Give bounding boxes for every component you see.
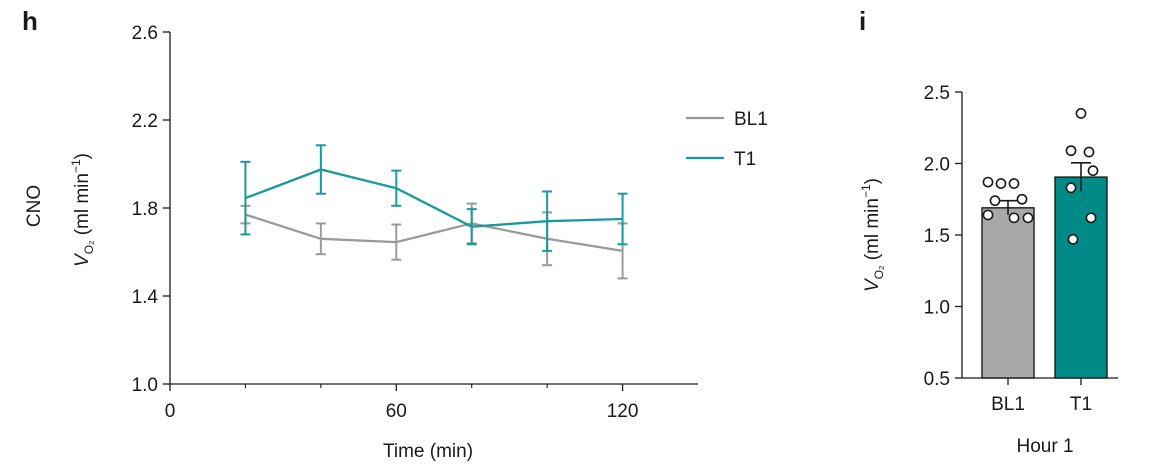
i-y-tick-label: 2.5 xyxy=(924,83,950,104)
i-y-tick-label: 0.5 xyxy=(924,369,950,390)
h-series xyxy=(240,144,628,280)
i-y-ticks: 0.5 1.0 1.5 2.0 2.5 xyxy=(924,83,962,390)
data-point-t1 xyxy=(1085,212,1097,224)
legend-label-bl1: BL1 xyxy=(734,109,768,130)
i-y-axis-label: VO₂ (ml min−1) xyxy=(859,178,886,292)
bar-bl1 xyxy=(981,207,1035,379)
i-y-tick-label: 1.5 xyxy=(924,226,950,247)
panel-label-h: h xyxy=(22,6,38,36)
data-point-t1 xyxy=(1083,146,1095,158)
data-point-t1 xyxy=(1087,165,1099,177)
line-t1 xyxy=(245,168,623,228)
i-y-axis-label-sub: O₂ xyxy=(872,265,886,279)
h-y-tick-label: 1.0 xyxy=(132,375,158,396)
i-x-axis-label: Hour 1 xyxy=(1016,436,1073,457)
legend-label-t1: T1 xyxy=(734,149,756,170)
data-point-bl1 xyxy=(1016,193,1028,205)
h-x-ticks: 0 60 120 xyxy=(165,384,639,422)
row-label: CNO xyxy=(24,185,45,227)
i-y-tick-label: 2.0 xyxy=(924,155,950,176)
h-y-axis-label-v: V xyxy=(72,252,93,267)
line-bl1 xyxy=(245,213,623,253)
h-y-tick-label: 1.4 xyxy=(132,287,159,308)
h-y-tick-label: 2.6 xyxy=(132,23,158,44)
h-y-tick-label: 1.8 xyxy=(132,199,158,220)
data-point-bl1 xyxy=(1008,212,1020,224)
h-x-tick-label: 0 xyxy=(165,401,176,422)
i-y-axis-label-sup: −1 xyxy=(859,184,873,198)
data-point-t1 xyxy=(1067,233,1079,245)
data-point-bl1 xyxy=(982,209,994,221)
data-point-t1 xyxy=(1065,182,1077,194)
h-legend: BL1 T1 xyxy=(686,109,768,170)
i-bars: BL1 T1 xyxy=(981,108,1108,415)
bar-t1 xyxy=(1054,176,1108,379)
panel-label-i: i xyxy=(859,6,866,36)
h-y-axis-label-sup: −1 xyxy=(69,159,83,173)
h-x-tick-label: 60 xyxy=(386,401,407,422)
panel-h: h CNO VO₂ (ml min−1) 1.0 1.4 1.8 2.2 2.6 0 60 1… xyxy=(22,6,768,462)
data-point-bl1 xyxy=(1022,212,1034,224)
data-point-bl1 xyxy=(989,195,1001,207)
h-x-tick-label: 120 xyxy=(607,401,639,422)
panel-i: i VO₂ (ml min−1) 0.5 1.0 1.5 2.0 2.5 BL1 T1 Ho… xyxy=(859,6,1118,457)
h-y-axis-label-close: ) xyxy=(72,153,93,159)
i-y-axis-label-units: (ml min xyxy=(862,198,883,260)
h-y-axis-label: VO₂ (ml min−1) xyxy=(69,153,96,267)
h-x-axis-label: Time (min) xyxy=(383,441,473,462)
i-y-axis-label-v: V xyxy=(862,277,883,292)
i-y-tick-label: 1.0 xyxy=(924,298,950,319)
i-x-tick-label-bl1: BL1 xyxy=(991,394,1025,415)
data-point-bl1 xyxy=(995,178,1007,189)
h-y-axis-label-sub: O₂ xyxy=(82,240,96,254)
i-y-axis-label-close: ) xyxy=(862,178,883,184)
h-y-axis-label-units: (ml min xyxy=(72,173,93,235)
i-x-tick-label-t1: T1 xyxy=(1070,394,1092,415)
data-point-t1 xyxy=(1065,145,1077,157)
h-y-ticks: 1.0 1.4 1.8 2.2 2.6 xyxy=(132,23,170,396)
data-point-t1 xyxy=(1075,108,1087,119)
data-point-bl1 xyxy=(1008,178,1020,189)
h-y-tick-label: 2.2 xyxy=(132,111,158,132)
data-point-bl1 xyxy=(982,176,994,188)
